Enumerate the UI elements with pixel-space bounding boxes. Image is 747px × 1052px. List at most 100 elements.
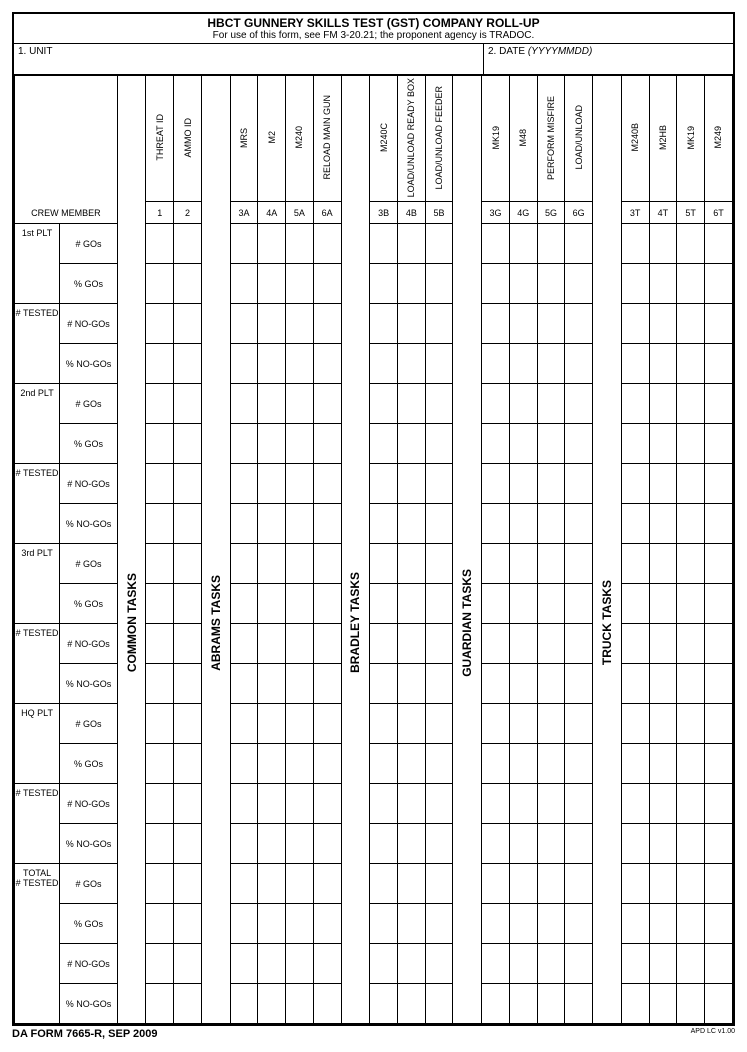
data-cell[interactable]	[370, 904, 398, 944]
data-cell[interactable]	[397, 544, 425, 584]
data-cell[interactable]	[146, 584, 174, 624]
data-cell[interactable]	[704, 784, 732, 824]
data-cell[interactable]	[370, 224, 398, 264]
data-cell[interactable]	[313, 704, 341, 744]
data-cell[interactable]	[704, 504, 732, 544]
unit-field[interactable]: 1. UNIT	[14, 44, 484, 74]
data-cell[interactable]	[621, 344, 649, 384]
data-cell[interactable]	[649, 944, 677, 984]
data-cell[interactable]	[230, 864, 258, 904]
data-cell[interactable]	[482, 384, 510, 424]
data-cell[interactable]	[482, 264, 510, 304]
data-cell[interactable]	[258, 704, 286, 744]
data-cell[interactable]	[258, 424, 286, 464]
data-cell[interactable]	[425, 624, 453, 664]
data-cell[interactable]	[258, 624, 286, 664]
data-cell[interactable]	[174, 464, 202, 504]
data-cell[interactable]	[649, 344, 677, 384]
data-cell[interactable]	[425, 664, 453, 704]
data-cell[interactable]	[370, 664, 398, 704]
data-cell[interactable]	[565, 224, 593, 264]
data-cell[interactable]	[565, 624, 593, 664]
data-cell[interactable]	[370, 344, 398, 384]
data-cell[interactable]	[397, 424, 425, 464]
data-cell[interactable]	[230, 664, 258, 704]
data-cell[interactable]	[425, 344, 453, 384]
data-cell[interactable]	[537, 584, 565, 624]
data-cell[interactable]	[649, 744, 677, 784]
data-cell[interactable]	[425, 784, 453, 824]
data-cell[interactable]	[370, 744, 398, 784]
data-cell[interactable]	[509, 864, 537, 904]
data-cell[interactable]	[286, 544, 314, 584]
data-cell[interactable]	[704, 224, 732, 264]
data-cell[interactable]	[370, 944, 398, 984]
data-cell[interactable]	[425, 704, 453, 744]
data-cell[interactable]	[258, 864, 286, 904]
data-cell[interactable]	[258, 544, 286, 584]
data-cell[interactable]	[286, 704, 314, 744]
data-cell[interactable]	[370, 824, 398, 864]
data-cell[interactable]	[565, 664, 593, 704]
data-cell[interactable]	[704, 464, 732, 504]
data-cell[interactable]	[313, 224, 341, 264]
data-cell[interactable]	[704, 904, 732, 944]
data-cell[interactable]	[286, 344, 314, 384]
data-cell[interactable]	[565, 784, 593, 824]
data-cell[interactable]	[621, 504, 649, 544]
data-cell[interactable]	[677, 304, 705, 344]
data-cell[interactable]	[397, 304, 425, 344]
data-cell[interactable]	[397, 944, 425, 984]
data-cell[interactable]	[425, 504, 453, 544]
data-cell[interactable]	[565, 744, 593, 784]
data-cell[interactable]	[397, 384, 425, 424]
data-cell[interactable]	[146, 904, 174, 944]
data-cell[interactable]	[537, 624, 565, 664]
data-cell[interactable]	[482, 224, 510, 264]
data-cell[interactable]	[286, 424, 314, 464]
data-cell[interactable]	[704, 544, 732, 584]
data-cell[interactable]	[146, 824, 174, 864]
data-cell[interactable]	[509, 944, 537, 984]
data-cell[interactable]	[146, 384, 174, 424]
data-cell[interactable]	[258, 584, 286, 624]
data-cell[interactable]	[146, 664, 174, 704]
data-cell[interactable]	[482, 504, 510, 544]
data-cell[interactable]	[313, 264, 341, 304]
data-cell[interactable]	[425, 304, 453, 344]
data-cell[interactable]	[174, 784, 202, 824]
data-cell[interactable]	[370, 464, 398, 504]
data-cell[interactable]	[537, 384, 565, 424]
data-cell[interactable]	[146, 744, 174, 784]
data-cell[interactable]	[482, 424, 510, 464]
data-cell[interactable]	[482, 904, 510, 944]
data-cell[interactable]	[286, 744, 314, 784]
data-cell[interactable]	[565, 464, 593, 504]
data-cell[interactable]	[286, 224, 314, 264]
data-cell[interactable]	[425, 264, 453, 304]
data-cell[interactable]	[704, 424, 732, 464]
data-cell[interactable]	[230, 304, 258, 344]
data-cell[interactable]	[621, 384, 649, 424]
data-cell[interactable]	[397, 584, 425, 624]
data-cell[interactable]	[425, 944, 453, 984]
data-cell[interactable]	[537, 464, 565, 504]
data-cell[interactable]	[425, 224, 453, 264]
data-cell[interactable]	[313, 784, 341, 824]
data-cell[interactable]	[565, 264, 593, 304]
data-cell[interactable]	[313, 344, 341, 384]
data-cell[interactable]	[230, 424, 258, 464]
data-cell[interactable]	[146, 504, 174, 544]
data-cell[interactable]	[313, 824, 341, 864]
data-cell[interactable]	[565, 704, 593, 744]
data-cell[interactable]	[425, 584, 453, 624]
data-cell[interactable]	[621, 584, 649, 624]
data-cell[interactable]	[509, 664, 537, 704]
data-cell[interactable]	[677, 904, 705, 944]
data-cell[interactable]	[621, 904, 649, 944]
data-cell[interactable]	[397, 344, 425, 384]
data-cell[interactable]	[146, 344, 174, 384]
data-cell[interactable]	[258, 464, 286, 504]
data-cell[interactable]	[482, 664, 510, 704]
data-cell[interactable]	[286, 264, 314, 304]
